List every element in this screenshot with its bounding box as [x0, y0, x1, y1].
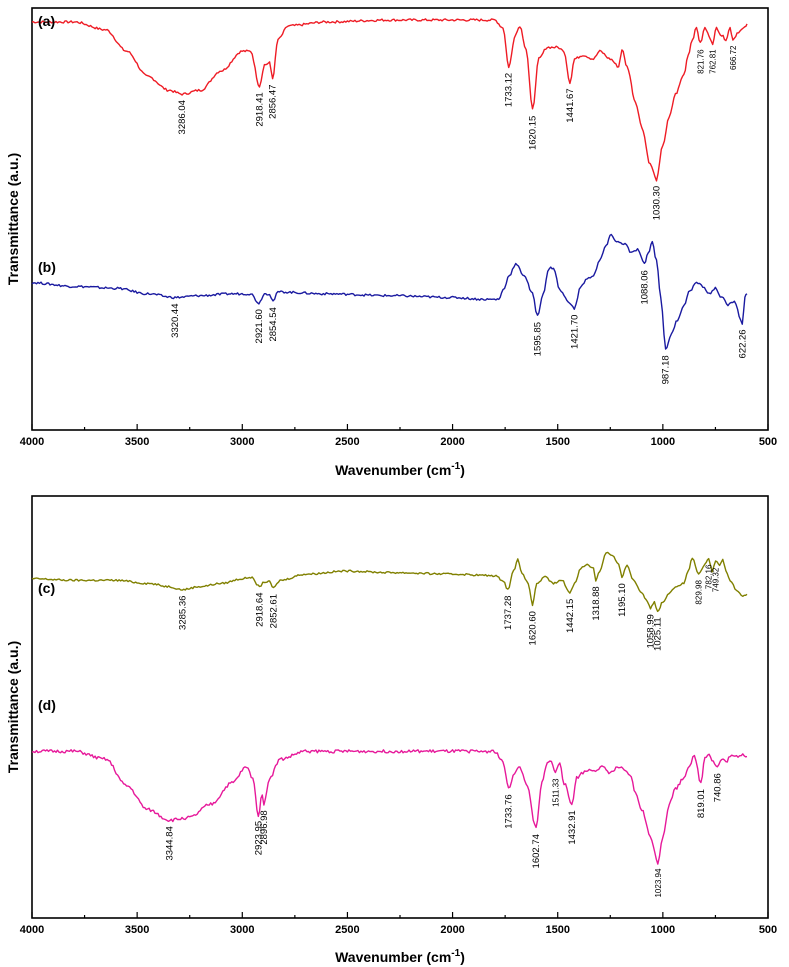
peak-annotation: 1318.88	[591, 586, 602, 620]
x-tick-label: 2000	[440, 436, 464, 448]
peak-annotation: 3320.44	[170, 304, 181, 338]
x-tick-label: 3500	[125, 436, 149, 448]
peak-annotation: 1733.12	[504, 73, 515, 107]
peak-annotation: 2923.95	[253, 821, 264, 855]
peak-annotation: 1023.94	[654, 868, 663, 897]
peak-annotation: 2918.41	[255, 92, 266, 126]
peak-annotation: 782.16	[705, 564, 714, 589]
peak-annotation: 1195.10	[617, 583, 628, 617]
panel-top-series: (a) 3286.04 2918.41 2856.47 1733.12 1620.15 14…	[31, 13, 748, 384]
x-tick-label: 3500	[125, 924, 149, 936]
peak-annotation: 749.32	[712, 567, 721, 592]
series-label-c: (c)	[38, 580, 55, 596]
spectrum-line-c	[31, 551, 748, 613]
peak-annotation: 1441.67	[565, 88, 576, 122]
peak-annotation: 1432.91	[567, 810, 578, 844]
x-tick-label: 4000	[20, 924, 44, 936]
series-label-d: (d)	[38, 697, 56, 713]
x-tick-label: 2000	[440, 924, 464, 936]
panel-top-y-axis-title: Transmittance (a.u.)	[5, 153, 21, 285]
peak-annotation: 1511.33	[551, 778, 560, 807]
panel-top-x-ticks: 4000 3500 3000 2500 2000 1500 1000 500	[20, 424, 777, 448]
peak-annotation: 1442.15	[565, 599, 576, 633]
peak-annotation: 1088.06	[639, 270, 650, 304]
panel-bottom-series: (c) 3285.36 2918.64 2852.61 1737.28 1620.60 14…	[31, 551, 748, 898]
panel-bottom-y-axis-title: Transmittance (a.u.)	[5, 641, 21, 773]
peak-annotation: 987.18	[661, 355, 672, 384]
peak-annotation: 1025.11	[653, 617, 664, 651]
peak-annotation: 2856.47	[268, 85, 279, 119]
x-tick-label: 1000	[651, 924, 675, 936]
peak-annotation: 2896.98	[259, 810, 270, 844]
panel-top-x-axis-title: Wavenumber (cm-1)	[335, 461, 465, 478]
panel-bottom-frame	[31, 495, 769, 919]
x-tick-label: 3000	[230, 924, 254, 936]
series-label-a: (a)	[38, 13, 55, 29]
peak-annotation: 821.76	[696, 49, 705, 74]
peak-annotation: 1620.15	[528, 116, 539, 150]
peak-annotation: 3285.36	[177, 596, 188, 630]
spectrum-line-d	[31, 749, 748, 865]
peak-annotation: 3344.84	[165, 826, 176, 860]
peak-annotation: 2854.54	[268, 307, 279, 341]
peak-annotation: 666.72	[729, 45, 738, 70]
x-tick-label: 3000	[230, 436, 254, 448]
x-tick-label: 500	[759, 924, 777, 936]
panel-bottom: 4000 3500 3000 2500 2000 1500 1000 500 (c) 3285.…	[5, 495, 777, 965]
peak-annotation: 2921.60	[254, 309, 265, 343]
x-tick-label: 1500	[545, 924, 569, 936]
panel-top: 4000 3500 3000 2500 2000 1500 1000 500 (a) 3286.…	[5, 7, 777, 478]
peak-annotation: 622.26	[737, 329, 748, 358]
spectrum-line-a	[31, 18, 748, 182]
peak-annotation: 2918.64	[255, 593, 266, 627]
x-tick-label: 1500	[545, 436, 569, 448]
peak-annotation: 1421.70	[569, 315, 580, 349]
x-tick-label: 1000	[651, 436, 675, 448]
x-tick-label: 4000	[20, 436, 44, 448]
peak-annotation: 1620.60	[528, 611, 539, 645]
peak-annotation: 1602.74	[531, 834, 542, 868]
panel-bottom-x-ticks: 4000 3500 3000 2500 2000 1500 1000 500	[20, 912, 777, 936]
peak-annotation: 1733.76	[504, 794, 515, 828]
peak-annotation: 1030.30	[652, 186, 663, 220]
spectrum-line-b	[31, 233, 748, 350]
peak-annotation: 3286.04	[177, 100, 188, 134]
panel-bottom-x-axis-title: Wavenumber (cm-1)	[335, 948, 465, 965]
peak-annotation: 1737.28	[503, 596, 514, 630]
peak-annotation: 819.01	[696, 789, 707, 818]
peak-annotation: 1058.99	[646, 614, 657, 648]
peak-annotation: 762.81	[709, 49, 718, 74]
series-label-b: (b)	[38, 259, 56, 275]
peak-annotation: 2852.61	[268, 594, 279, 628]
x-tick-label: 2500	[335, 924, 359, 936]
peak-annotation: 740.86	[712, 773, 723, 802]
peak-annotation: 1595.85	[533, 322, 544, 356]
x-tick-label: 2500	[335, 436, 359, 448]
x-tick-label: 500	[759, 436, 777, 448]
peak-annotation: 829.98	[695, 580, 704, 605]
